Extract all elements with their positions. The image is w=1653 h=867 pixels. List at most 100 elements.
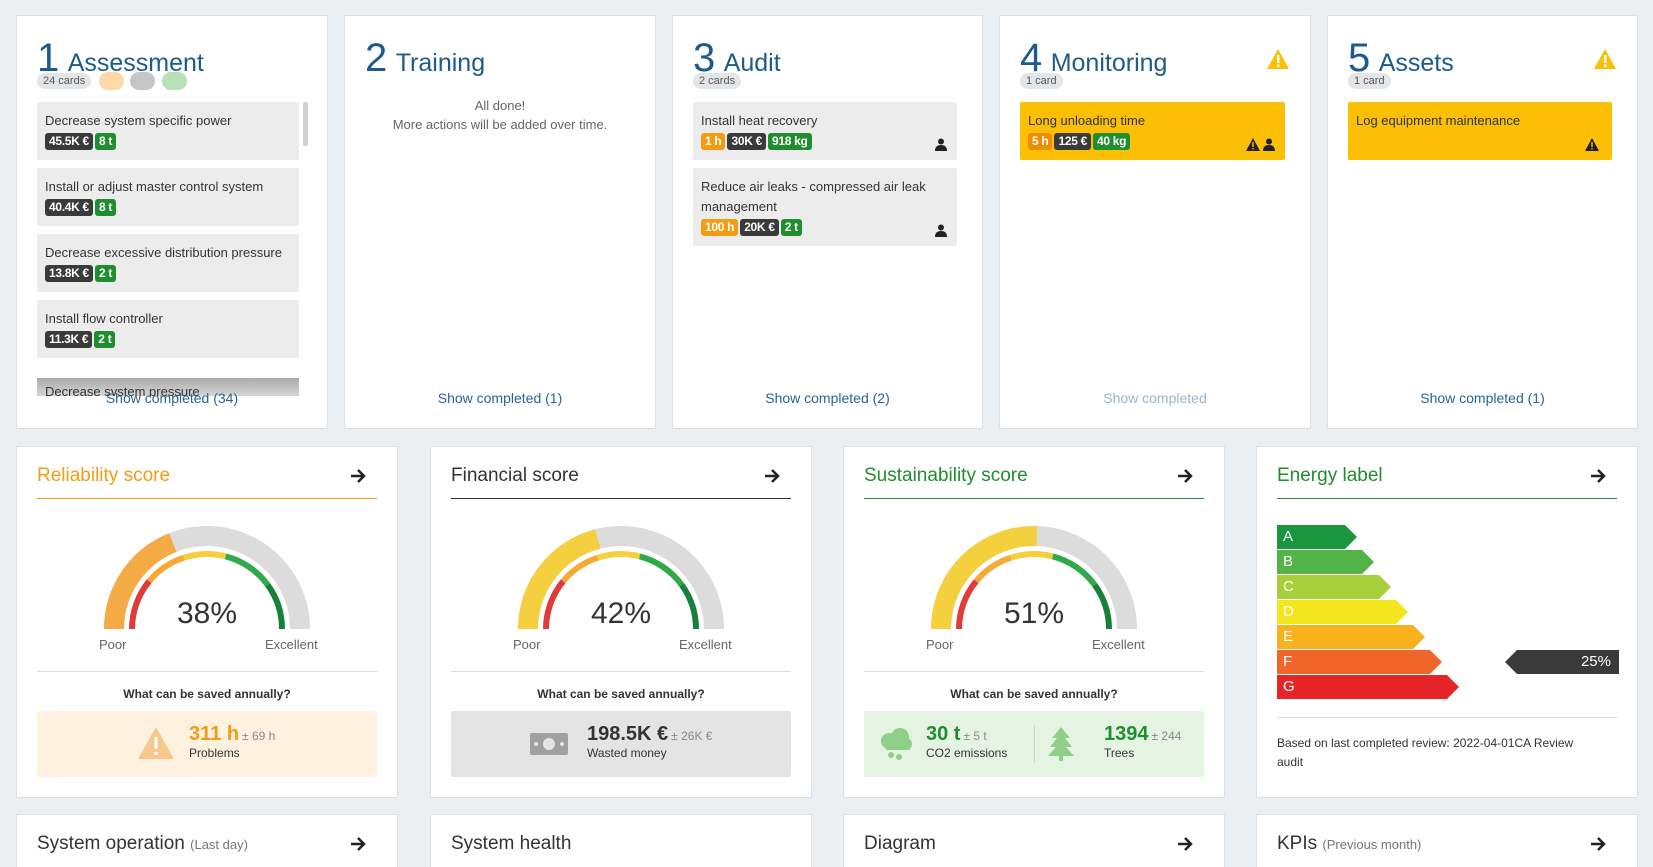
hours-tag: 5 h	[1028, 133, 1053, 150]
user-icon	[935, 224, 947, 237]
card-count-badge: 2 cards	[693, 73, 742, 89]
savings-box: 198.5K € ± 26K € Wasted money	[451, 711, 791, 777]
system-health-panel: System health	[430, 814, 812, 867]
panel-title: System operation	[37, 833, 185, 854]
financial-score-panel: Financial score 42% Poor Excellent What …	[430, 446, 812, 798]
gauge-scale-segment	[596, 551, 641, 561]
divider	[451, 671, 791, 672]
card-title: Install flow controller	[45, 311, 163, 326]
column-number: 1	[37, 36, 60, 80]
savings-question: What can be saved annually?	[123, 687, 291, 701]
filter-dot-orange[interactable]	[99, 72, 124, 90]
column-header: 4 Monitoring	[1020, 36, 1290, 86]
column-header: 5 Assets	[1348, 36, 1617, 86]
banknote-icon	[530, 733, 568, 755]
column-number: 4	[1020, 36, 1043, 80]
gauge-scale-segment	[543, 579, 566, 630]
card-list: Install heat recovery 1 h 30K €918 kg Red…	[693, 102, 957, 396]
cost-tag: 40.4K €	[45, 199, 93, 216]
action-card[interactable]: Install or adjust master control system …	[37, 168, 299, 226]
card-count-badge: 1 card	[1020, 73, 1063, 89]
warning-icon	[1585, 138, 1599, 151]
co2-tag: 40 kg	[1092, 133, 1131, 150]
arrow-right-icon[interactable]	[349, 467, 367, 485]
co2-amount: 30 t	[926, 723, 961, 745]
card-title: Install or adjust master control system	[45, 179, 264, 194]
energy-class-b: B	[1277, 550, 1374, 574]
show-completed-link[interactable]: Show completed (1)	[437, 390, 563, 406]
action-card[interactable]: Log equipment maintenance	[1348, 102, 1612, 160]
partial-card[interactable]: Decrease system pressure	[37, 378, 299, 396]
gauge-fill	[518, 529, 601, 630]
action-card[interactable]: Decrease excessive distribution pressure…	[37, 234, 299, 292]
savings-box: 311 h ± 69 h Problems	[37, 711, 377, 777]
gauge-scale-segment	[679, 583, 699, 630]
warning-icon	[138, 727, 174, 759]
filter-dot-gray[interactable]	[130, 72, 156, 90]
scrollbar-thumb[interactable]	[303, 102, 308, 146]
energy-footnote: Based on last completed review: 2022-04-…	[1277, 736, 1574, 769]
column-title: Audit	[723, 49, 781, 77]
gauge-fill	[104, 533, 177, 630]
energy-class-d: D	[1277, 600, 1408, 624]
action-card[interactable]: Decrease system specific power 45.5K €8 …	[37, 102, 299, 160]
card-title: Long unloading time	[1028, 113, 1146, 128]
co2-tag: 918 kg	[767, 133, 812, 150]
arrow-right-icon[interactable]	[1589, 835, 1607, 853]
arrow-right-icon[interactable]	[1176, 835, 1194, 853]
panel-title: KPIs	[1277, 833, 1318, 854]
gauge-scale-segment	[1009, 551, 1054, 561]
energy-class-a: A	[1277, 525, 1357, 549]
cost-tag: 45.5K €	[45, 133, 93, 150]
show-completed-link[interactable]: Show completed	[1103, 390, 1207, 406]
trees-label: Trees	[1104, 746, 1135, 760]
column-number: 2	[365, 36, 388, 80]
gauge-scale-segment	[956, 579, 979, 630]
panel-title: Financial score	[451, 465, 579, 486]
energy-class-c: C	[1277, 575, 1391, 599]
card-title: Decrease system pressure	[45, 384, 200, 396]
arrow-right-icon[interactable]	[349, 835, 367, 853]
gauge-value: 38%	[176, 597, 238, 630]
gauge-scale-segment	[182, 551, 227, 561]
arrow-right-icon[interactable]	[763, 467, 781, 485]
divider	[1277, 717, 1617, 718]
card-title: Install heat recovery	[701, 113, 818, 128]
arrow-right-icon[interactable]	[1176, 467, 1194, 485]
panel-header: System health	[451, 829, 791, 867]
action-card[interactable]: Install flow controller 11.3K €2 t	[37, 300, 299, 358]
gauge-value: 42%	[590, 597, 652, 630]
panel-header: Sustainability score	[864, 461, 1204, 499]
savings-box: 30 t ± 5 t CO2 emissions 1394 ± 244 Trees	[864, 711, 1204, 777]
action-card[interactable]: Long unloading time 5 h 125 €40 kg	[1020, 102, 1285, 160]
co2-margin: ± 5 t	[963, 729, 987, 743]
show-completed-link[interactable]: Show completed (1)	[1420, 390, 1545, 406]
gauge-scale-segment	[129, 579, 152, 630]
show-completed-link[interactable]: Show completed (2)	[765, 390, 890, 406]
column-title: Training	[395, 49, 486, 77]
show-completed-link[interactable]: Show completed (34)	[105, 390, 239, 406]
panel-header: System operation (Last day)	[37, 829, 377, 867]
arrow-right-icon[interactable]	[1589, 467, 1607, 485]
action-card[interactable]: Reduce air leaks - compressed air leak m…	[693, 168, 957, 246]
column-number: 5	[1348, 36, 1371, 80]
done-subtitle: More actions will be added over time.	[392, 117, 608, 132]
cost-tag: 30K €	[727, 133, 766, 150]
card-list: Log equipment maintenance	[1348, 102, 1612, 396]
co2-tag: 8 t	[94, 133, 117, 150]
hours-tag: 1 h	[701, 133, 726, 150]
action-card[interactable]: Install heat recovery 1 h 30K €918 kg	[693, 102, 957, 160]
warning-icon	[1267, 49, 1289, 69]
gauge-scale-segment	[265, 583, 285, 630]
card-list: Long unloading time 5 h 125 €40 kg	[1020, 102, 1285, 396]
panel-header: Diagram	[864, 829, 1204, 867]
co2-label: CO2 emissions	[926, 746, 1008, 760]
cost-tag: 125 €	[1054, 133, 1091, 150]
energy-label-panel: Energy label A B C D E F G 25% Based on …	[1256, 446, 1638, 798]
column-title: Monitoring	[1050, 49, 1168, 77]
filter-dot-green[interactable]	[161, 72, 187, 90]
filter-dots	[99, 72, 189, 90]
gauge-value: 51%	[1003, 597, 1065, 630]
user-icon	[1263, 138, 1275, 151]
gauge-fill	[931, 526, 1038, 630]
